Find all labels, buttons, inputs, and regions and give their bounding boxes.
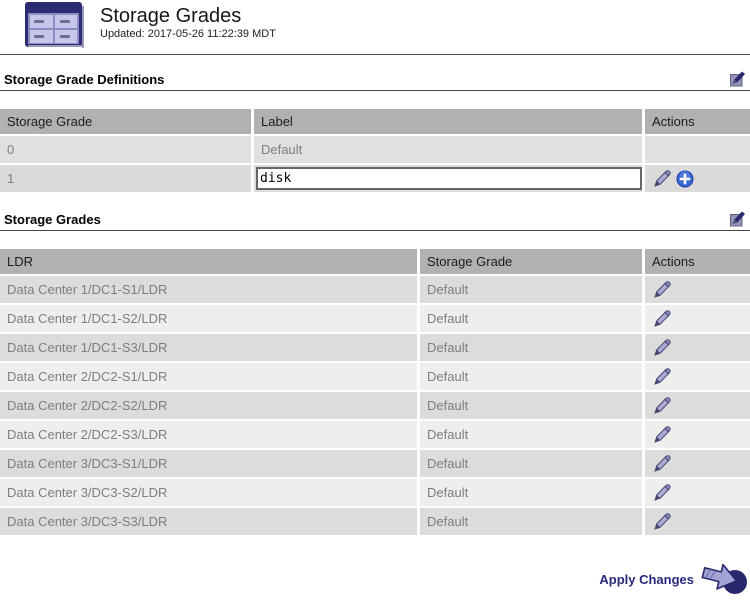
actions-cell (645, 276, 750, 303)
grades-row: Data Center 1/DC1-S3/LDR Default (0, 334, 750, 361)
column-header-actions: Actions (645, 249, 750, 274)
actions-cell (645, 334, 750, 361)
actions-cell (645, 392, 750, 419)
grades-row: Data Center 2/DC2-S3/LDR Default (0, 421, 750, 448)
actions-cell (645, 421, 750, 448)
definitions-section-title: Storage Grade Definitions (4, 72, 165, 87)
grade-cell: 1 (0, 165, 251, 192)
grades-section-header: Storage Grades (0, 209, 750, 231)
column-header-ldr: LDR (0, 249, 417, 274)
ldr-cell: Data Center 3/DC3-S3/LDR (0, 508, 417, 535)
grade-cell: Default (420, 363, 642, 390)
actions-cell (645, 479, 750, 506)
actions-cell (645, 165, 750, 192)
pencil-icon[interactable] (652, 396, 672, 416)
column-header-actions: Actions (645, 109, 750, 134)
grades-row: Data Center 2/DC2-S2/LDR Default (0, 392, 750, 419)
ldr-cell: Data Center 2/DC2-S1/LDR (0, 363, 417, 390)
page-title: Storage Grades (100, 5, 242, 27)
edit-table-icon[interactable] (729, 69, 747, 87)
storage-grades-table-icon (24, 1, 86, 49)
actions-cell (645, 136, 750, 163)
plus-icon[interactable] (676, 170, 694, 188)
ldr-cell: Data Center 1/DC1-S2/LDR (0, 305, 417, 332)
pencil-icon[interactable] (652, 169, 672, 189)
grades-table: LDR Storage Grade Actions Data Center 1/… (0, 249, 750, 535)
grades-section-title: Storage Grades (4, 212, 101, 227)
definitions-section-header: Storage Grade Definitions (0, 69, 750, 91)
label-cell (254, 165, 642, 192)
definitions-table: Storage Grade Label Actions 0 Default 1 (0, 109, 750, 192)
ldr-cell: Data Center 1/DC1-S3/LDR (0, 334, 417, 361)
pencil-icon[interactable] (652, 512, 672, 532)
header-titles: Storage Grades Updated: 2017-05-26 11:22… (100, 5, 276, 40)
definitions-table-header-row: Storage Grade Label Actions (0, 109, 750, 134)
updated-timestamp: Updated: 2017-05-26 11:22:39 MDT (100, 28, 276, 40)
grade-cell: Default (420, 334, 642, 361)
grades-table-header-row: LDR Storage Grade Actions (0, 249, 750, 274)
grade-cell: Default (420, 508, 642, 535)
pencil-icon[interactable] (652, 425, 672, 445)
grade-cell: Default (420, 479, 642, 506)
grade-cell: Default (420, 305, 642, 332)
grades-row: Data Center 2/DC2-S1/LDR Default (0, 363, 750, 390)
column-header-storage-grade: Storage Grade (420, 249, 642, 274)
pencil-icon[interactable] (652, 309, 672, 329)
apply-changes-button[interactable]: Apply Changes (0, 559, 750, 599)
grade-cell: Default (420, 421, 642, 448)
definitions-row-0: 0 Default (0, 136, 750, 163)
pencil-icon[interactable] (652, 483, 672, 503)
column-header-storage-grade: Storage Grade (0, 109, 251, 134)
grades-row: Data Center 3/DC3-S3/LDR Default (0, 508, 750, 535)
grades-row: Data Center 1/DC1-S1/LDR Default (0, 276, 750, 303)
apply-changes-label: Apply Changes (599, 571, 694, 587)
pencil-icon[interactable] (652, 454, 672, 474)
grade-label-input[interactable] (256, 167, 642, 190)
label-cell: Default (254, 136, 642, 163)
grade-cell: 0 (0, 136, 251, 163)
actions-cell (645, 363, 750, 390)
column-header-label: Label (254, 109, 642, 134)
arrow-right-icon (701, 559, 747, 599)
pencil-icon[interactable] (652, 367, 672, 387)
page-header: Storage Grades Updated: 2017-05-26 11:22… (0, 0, 750, 55)
pencil-icon[interactable] (652, 280, 672, 300)
ldr-cell: Data Center 3/DC3-S1/LDR (0, 450, 417, 477)
actions-cell (645, 305, 750, 332)
ldr-cell: Data Center 2/DC2-S3/LDR (0, 421, 417, 448)
ldr-cell: Data Center 1/DC1-S1/LDR (0, 276, 417, 303)
ldr-cell: Data Center 2/DC2-S2/LDR (0, 392, 417, 419)
grade-cell: Default (420, 276, 642, 303)
actions-cell (645, 450, 750, 477)
definitions-row-1: 1 (0, 165, 750, 192)
grade-cell: Default (420, 450, 642, 477)
pencil-icon[interactable] (652, 338, 672, 358)
edit-table-icon[interactable] (729, 209, 747, 227)
grades-row: Data Center 1/DC1-S2/LDR Default (0, 305, 750, 332)
grade-cell: Default (420, 392, 642, 419)
grades-row: Data Center 3/DC3-S1/LDR Default (0, 450, 750, 477)
grades-row: Data Center 3/DC3-S2/LDR Default (0, 479, 750, 506)
actions-cell (645, 508, 750, 535)
ldr-cell: Data Center 3/DC3-S2/LDR (0, 479, 417, 506)
